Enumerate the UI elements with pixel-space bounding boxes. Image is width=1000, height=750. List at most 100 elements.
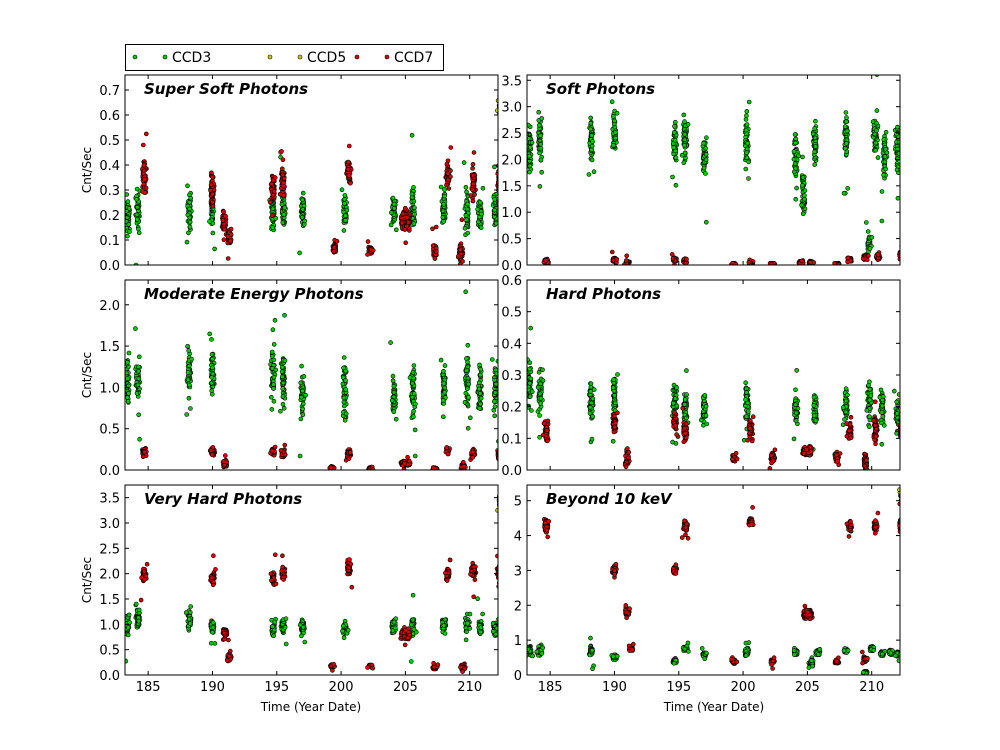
legend-label: CCD5 bbox=[307, 50, 346, 66]
point-ccd3 bbox=[703, 413, 709, 418]
point-ccd3 bbox=[442, 193, 447, 199]
point-ccd3 bbox=[461, 160, 467, 165]
point-ccd3 bbox=[280, 386, 286, 391]
point-ccd3 bbox=[442, 363, 448, 368]
point-ccd7 bbox=[365, 252, 370, 257]
point-ccd3 bbox=[478, 200, 483, 205]
point-ccd3 bbox=[279, 369, 285, 375]
point-ccd3 bbox=[187, 219, 193, 225]
y-tick-label: 2.5 bbox=[501, 127, 522, 142]
point-ccd7 bbox=[345, 159, 351, 165]
point-ccd3 bbox=[536, 369, 542, 375]
point-ccd7 bbox=[472, 192, 477, 198]
point-ccd3 bbox=[895, 195, 900, 201]
point-ccd7 bbox=[370, 248, 376, 253]
point-ccd7 bbox=[399, 220, 405, 226]
y-tick-label: 0.5 bbox=[501, 233, 522, 248]
point-ccd7 bbox=[209, 452, 215, 458]
point-ccd3 bbox=[589, 436, 595, 442]
point-ccd7 bbox=[864, 257, 870, 263]
y-tick-label: 0.7 bbox=[99, 84, 120, 99]
point-ccd7 bbox=[497, 452, 498, 455]
axes-frame bbox=[526, 74, 901, 266]
point-ccd3 bbox=[126, 206, 132, 211]
point-ccd3 bbox=[270, 327, 276, 333]
point-ccd3 bbox=[589, 400, 594, 406]
point-ccd3 bbox=[409, 191, 415, 197]
y-tick-label: 2.0 bbox=[99, 299, 120, 314]
point-ccd3 bbox=[466, 381, 472, 387]
point-ccd7 bbox=[470, 455, 476, 460]
point-ccd3 bbox=[539, 170, 545, 175]
data-points bbox=[527, 325, 900, 470]
point-ccd3 bbox=[441, 368, 446, 374]
point-ccd3 bbox=[863, 220, 869, 225]
point-ccd7 bbox=[228, 226, 234, 232]
point-ccd7 bbox=[900, 253, 904, 257]
point-ccd3 bbox=[529, 140, 535, 145]
point-ccd3 bbox=[342, 201, 347, 206]
point-ccd3 bbox=[210, 356, 215, 362]
axes-frame bbox=[124, 74, 499, 266]
point-ccd7 bbox=[470, 198, 476, 204]
point-ccd3 bbox=[746, 99, 752, 105]
point-ccd7 bbox=[402, 205, 408, 211]
legend-entry-ccd7: CCD7 bbox=[354, 50, 433, 66]
point-ccd3 bbox=[802, 188, 808, 193]
point-ccd3 bbox=[126, 222, 132, 227]
point-ccd3 bbox=[537, 434, 542, 440]
point-ccd3 bbox=[793, 402, 798, 408]
point-ccd3 bbox=[281, 405, 287, 411]
point-ccd7 bbox=[471, 150, 477, 155]
point-ccd7 bbox=[331, 249, 337, 254]
point-ccd3 bbox=[477, 406, 483, 411]
point-ccd7 bbox=[272, 175, 278, 180]
point-ccd3 bbox=[282, 358, 288, 363]
point-ccd3 bbox=[126, 391, 131, 396]
point-ccd3 bbox=[279, 202, 285, 207]
point-ccd7 bbox=[402, 460, 408, 466]
point-ccd3 bbox=[743, 166, 749, 172]
point-ccd5 bbox=[500, 91, 504, 95]
point-ccd3 bbox=[478, 401, 483, 407]
point-ccd3 bbox=[744, 113, 749, 118]
point-ccd7 bbox=[433, 224, 439, 230]
point-ccd3 bbox=[411, 414, 416, 420]
point-ccd3 bbox=[744, 109, 750, 114]
point-ccd3 bbox=[297, 453, 303, 459]
point-ccd3 bbox=[743, 380, 749, 386]
point-ccd3 bbox=[269, 407, 275, 412]
legend-entry-ccd5: CCD5 bbox=[267, 50, 346, 66]
point-ccd3 bbox=[188, 406, 193, 411]
point-ccd3 bbox=[895, 156, 900, 162]
point-ccd3 bbox=[742, 403, 748, 409]
y-tick-label: 0.3 bbox=[99, 184, 120, 199]
point-ccd3 bbox=[393, 416, 399, 422]
point-ccd3 bbox=[537, 184, 543, 189]
panel-title: Super Soft Photons bbox=[144, 80, 308, 98]
point-ccd3 bbox=[540, 367, 545, 373]
point-ccd3 bbox=[538, 157, 544, 163]
point-ccd3 bbox=[339, 187, 345, 192]
point-ccd7 bbox=[208, 182, 214, 188]
point-ccd3 bbox=[536, 109, 542, 115]
point-ccd7 bbox=[901, 253, 905, 257]
point-ccd3 bbox=[297, 250, 302, 256]
point-ccd3 bbox=[270, 206, 276, 212]
point-ccd3 bbox=[492, 404, 498, 409]
point-ccd3 bbox=[874, 108, 880, 113]
point-ccd3 bbox=[280, 364, 285, 370]
point-ccd3 bbox=[881, 172, 886, 178]
point-ccd3 bbox=[610, 438, 616, 444]
point-ccd3 bbox=[612, 393, 617, 398]
point-ccd7 bbox=[845, 259, 850, 265]
point-ccd3 bbox=[134, 186, 140, 192]
point-ccd3 bbox=[844, 141, 849, 146]
point-ccd3 bbox=[682, 402, 687, 407]
point-ccd7 bbox=[498, 452, 502, 456]
point-ccd3 bbox=[802, 193, 807, 198]
point-ccd3 bbox=[527, 387, 531, 393]
point-ccd7 bbox=[444, 161, 450, 167]
point-ccd3 bbox=[493, 367, 498, 373]
point-ccd3 bbox=[491, 407, 497, 413]
